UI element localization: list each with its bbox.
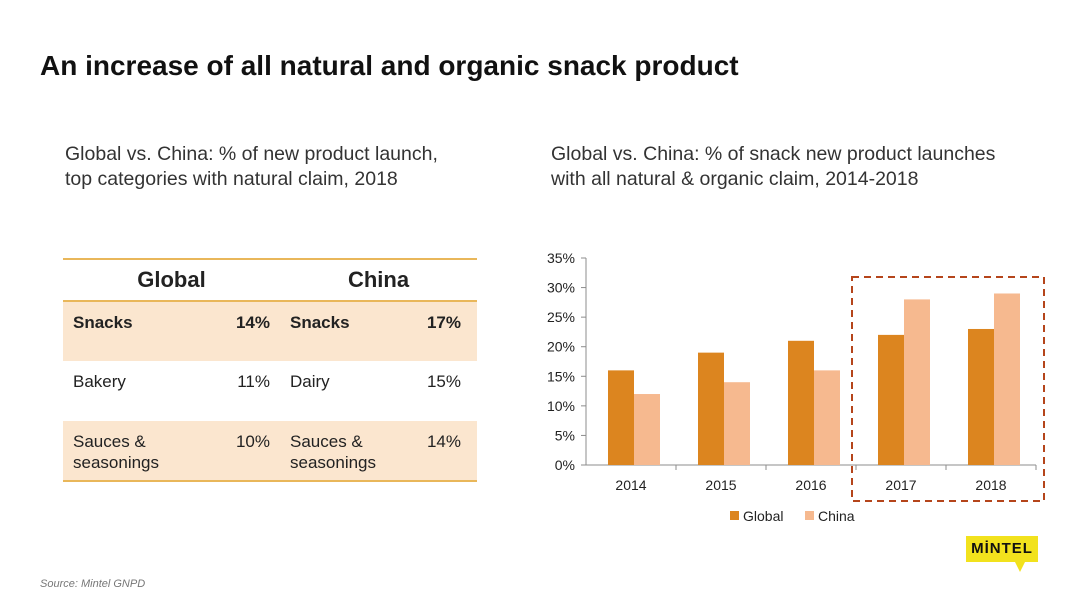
y-tick-label: 35% [547,250,575,266]
global-value: 10% [197,421,280,482]
china-value: 14% [415,421,477,482]
table-subtitle-line-1: Global vs. China: % of new product launc… [65,143,438,165]
china-value: 15% [426,372,461,391]
legend-swatch-china [805,511,814,520]
y-tick-label: 0% [555,457,575,473]
y-tick-label: 10% [547,398,575,414]
x-tick-label: 2015 [705,477,736,493]
x-tick-label: 2017 [885,477,916,493]
y-tick-label: 25% [547,309,575,325]
global-category: Bakery [73,372,126,391]
bar-global-2014 [608,370,634,465]
y-tick-label: 15% [547,368,575,384]
bar-chart: 0% 5% 10% 15% 20% 25% 30% 35% 2014 2015 2016 2017 20… [520,240,1060,540]
global-value: 14% [197,301,280,361]
bar-global-2015 [698,352,724,465]
bar-china-2017 [904,299,930,465]
x-tick-label: 2014 [615,477,646,493]
header-global: Global [63,258,280,302]
global-category: Sauces & seasonings [63,421,197,482]
chart-subtitle-line-2: with all natural & organic claim, 2014-2… [551,168,919,190]
legend-swatch-global [730,511,739,520]
table-subtitle-line-2: top categories with natural claim, 2018 [65,168,398,190]
bar-china-2014 [634,394,660,465]
chart-subtitle: Global vs. China: % of snack new product… [551,142,1051,192]
legend-label-global: Global [743,508,783,524]
global-category: Snacks [63,301,197,361]
table-row: Bakery 11% Dairy 15% [63,361,477,421]
china-category: Dairy [290,372,330,391]
bar-china-2015 [724,382,750,465]
bar-china-2018 [994,293,1020,465]
slide-title: An increase of all natural and organic s… [40,50,739,81]
bar-chart-svg: 0% 5% 10% 15% 20% 25% 30% 35% 2014 2015 2016 2017 20… [547,250,1045,524]
bar-global-2016 [788,340,814,465]
chart-subtitle-line-1: Global vs. China: % of snack new product… [551,143,996,165]
header-china: China [280,258,477,302]
bar-china-2016 [814,370,840,465]
mintel-logo: MİNTEL [966,536,1038,572]
category-table: Global China Snacks 14% Snacks 17% Baker… [63,258,477,482]
y-tick-label: 30% [547,280,575,296]
table-subtitle: Global vs. China: % of new product launc… [65,142,505,192]
x-tick-label: 2018 [975,477,1006,493]
x-tick-label: 2016 [795,477,826,493]
table-row: Snacks 14% Snacks 17% [63,301,477,361]
china-value: 17% [415,301,477,361]
y-tick-label: 20% [547,339,575,355]
china-category: Sauces & seasonings [280,421,415,482]
legend-label-china: China [818,508,855,524]
bar-global-2018 [968,328,994,465]
source-note: Source: Mintel GNPD [40,578,146,590]
table-row: Sauces & seasonings 10% Sauces & seasoni… [63,421,477,482]
y-tick-label: 5% [555,427,575,443]
highlight-box [851,276,1045,502]
table-header-row: Global China [63,258,477,302]
global-value: 11% [237,372,270,391]
bar-global-2017 [878,334,904,465]
china-category: Snacks [280,301,415,361]
